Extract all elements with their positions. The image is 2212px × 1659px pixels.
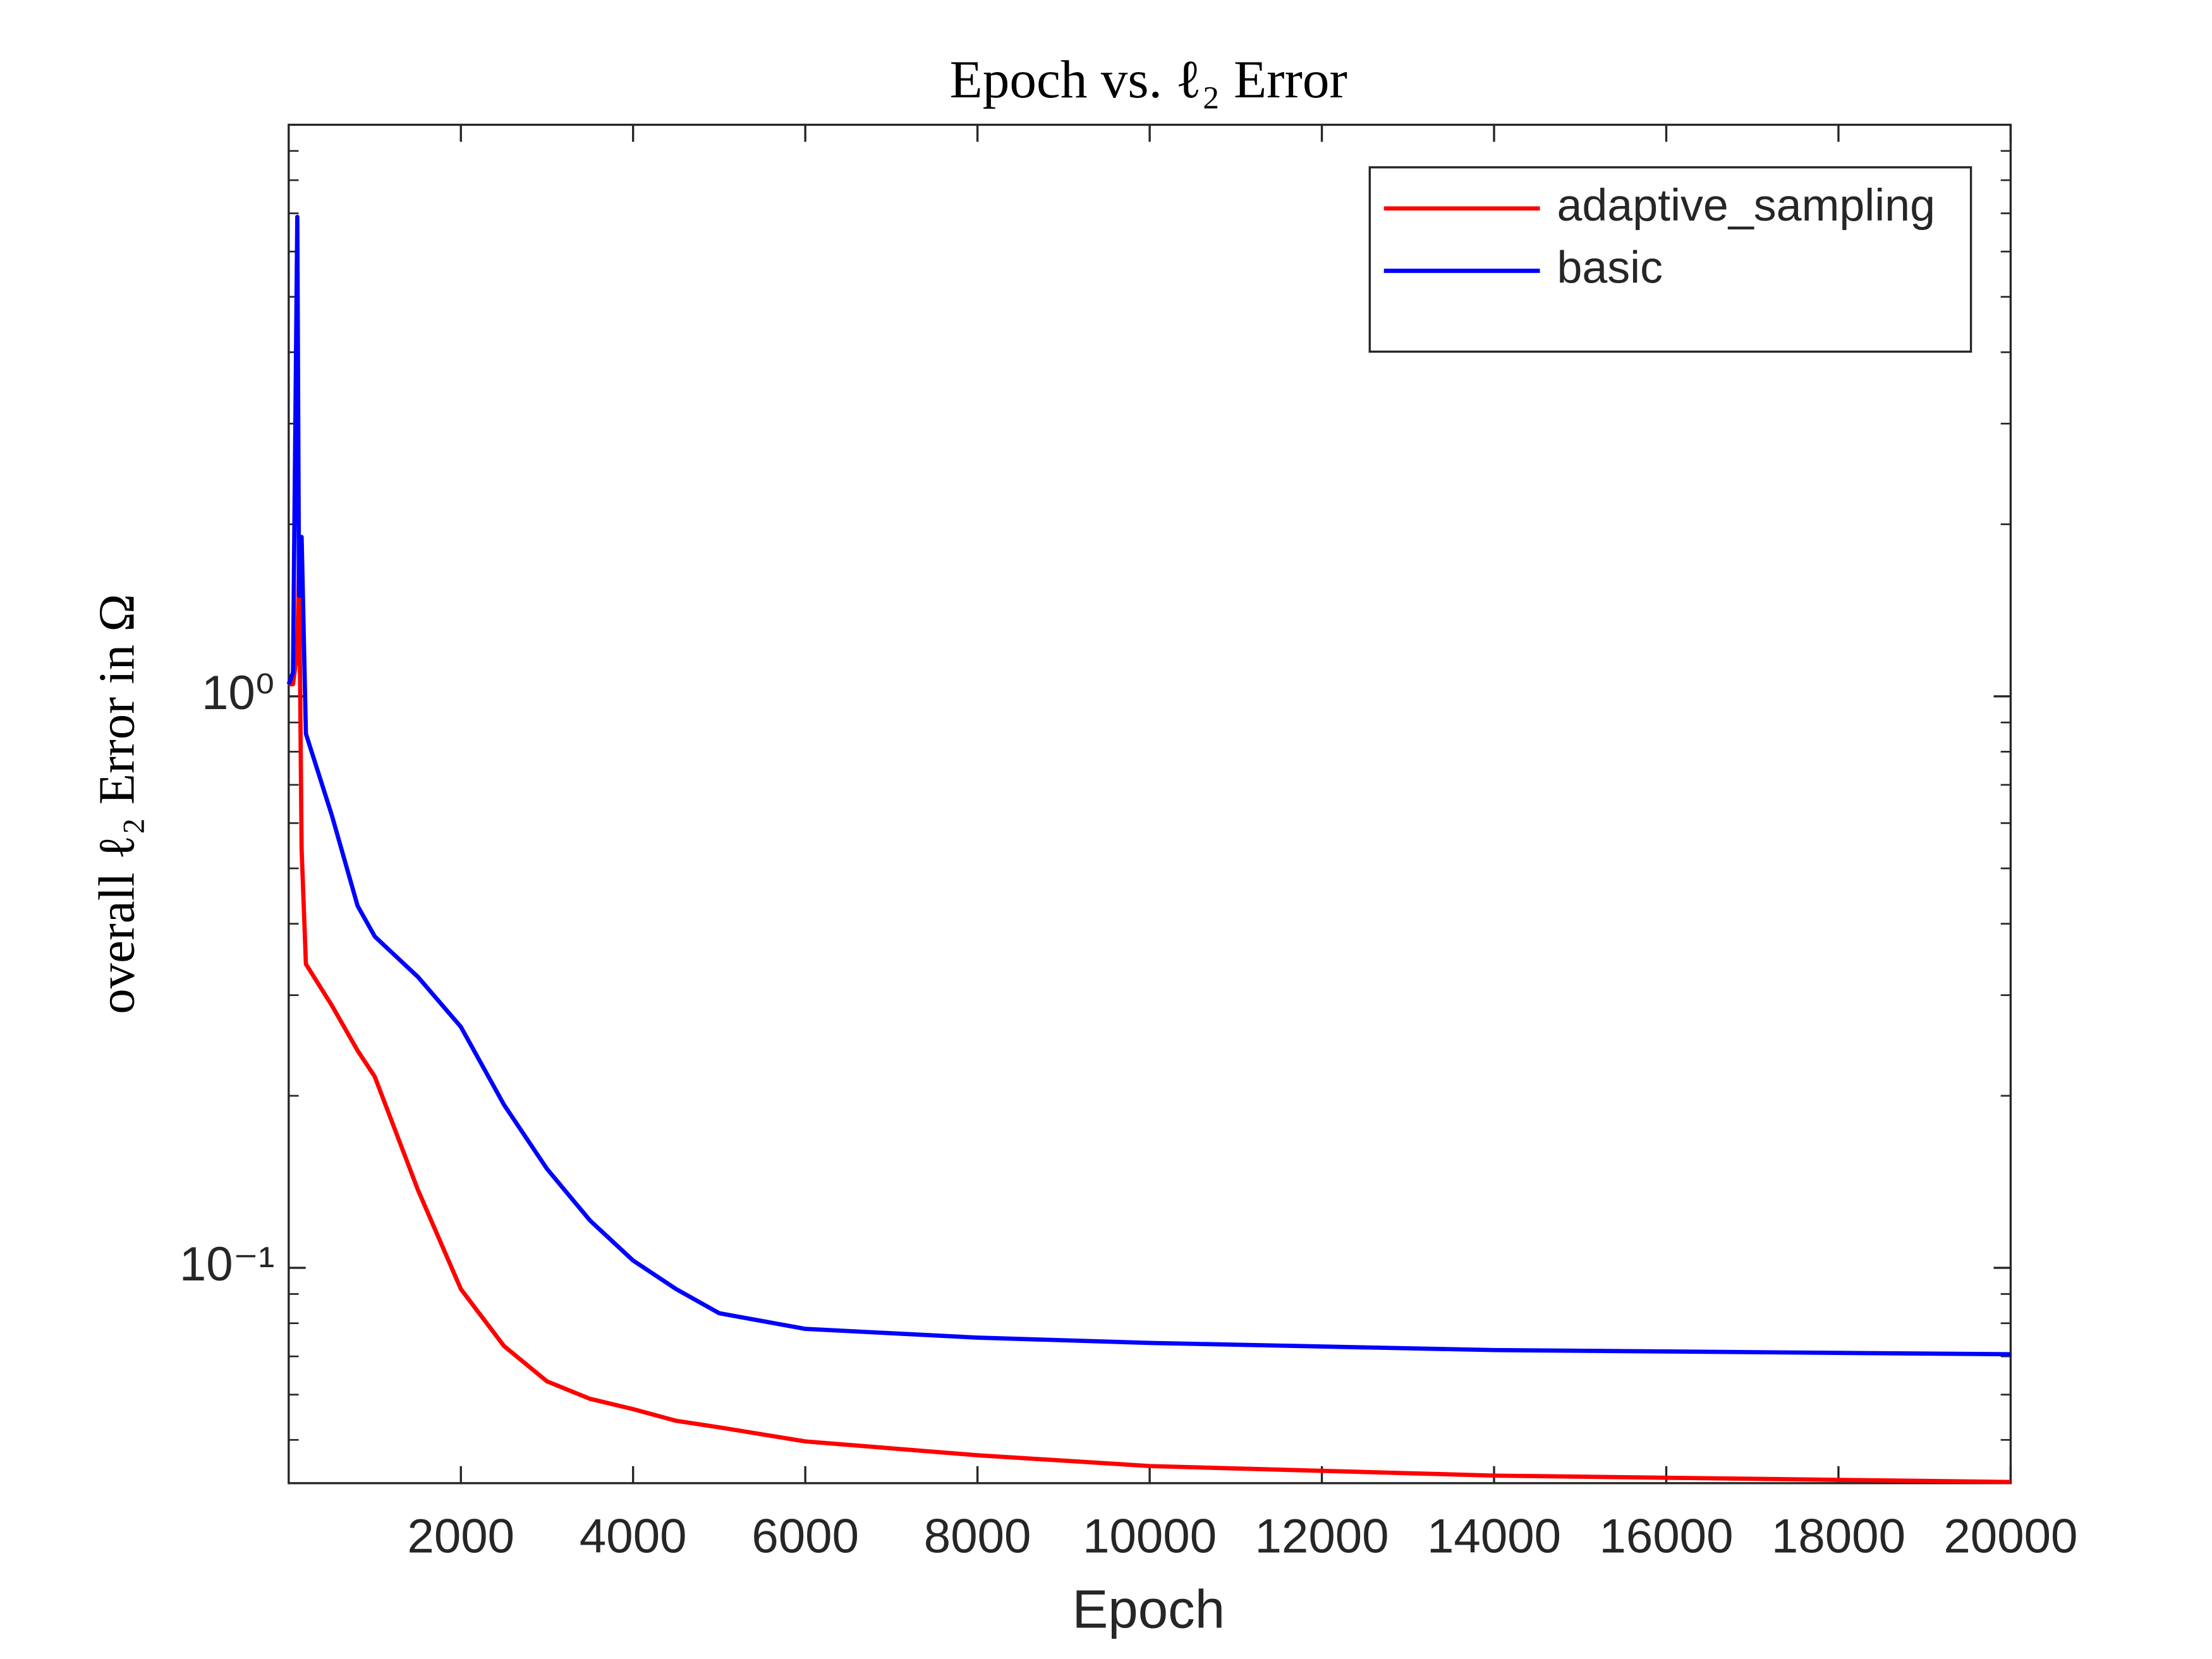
chart-title: Epoch vs. ℓ₂ Error xyxy=(950,50,1347,109)
x-tick-label: 4000 xyxy=(580,1510,687,1564)
x-tick-label: 20000 xyxy=(1943,1510,2077,1564)
x-tick-label: 18000 xyxy=(1771,1510,1905,1564)
legend-label: adaptive_sampling xyxy=(1557,180,1935,231)
x-tick-label: 2000 xyxy=(407,1510,514,1564)
x-tick-label: 14000 xyxy=(1427,1510,1561,1564)
x-tick-label: 8000 xyxy=(924,1510,1031,1564)
x-tick-label: 10000 xyxy=(1083,1510,1217,1564)
legend-label: basic xyxy=(1557,242,1663,293)
y-tick-label: 10⁰ xyxy=(202,666,274,720)
legend-box xyxy=(1368,166,1972,353)
y-tick-label: 10⁻¹ xyxy=(179,1237,274,1291)
series-line xyxy=(288,564,2011,1485)
x-tick-label: 16000 xyxy=(1599,1510,1733,1564)
y-axis-label: overall ℓ₂ Error in Ω xyxy=(88,594,145,1014)
series-line xyxy=(286,214,2011,1357)
x-axis-label: Epoch xyxy=(1072,1580,1225,1640)
x-tick-label: 12000 xyxy=(1255,1510,1389,1564)
x-tick-label: 6000 xyxy=(751,1510,859,1564)
